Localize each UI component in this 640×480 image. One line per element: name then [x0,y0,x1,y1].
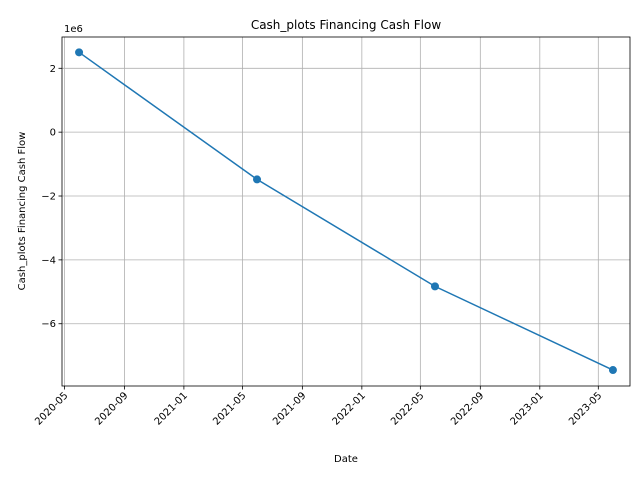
x-tick-label: 2023-05 [567,390,604,427]
series-line [78,51,614,371]
y-tick-label: 2 [50,64,56,75]
y-tick-label: −2 [41,192,56,203]
x-tick-label: 2021-09 [271,390,308,427]
x-tick-label: 2022-05 [389,390,426,427]
y-tick-label: −6 [41,319,56,330]
data-point [253,175,262,184]
y-tick-label: −4 [41,255,56,266]
x-axis-label: Date [334,454,358,465]
chart-title: Cash_plots Financing Cash Flow [251,18,442,32]
x-tick-label: 2022-09 [449,390,486,427]
x-tick-label: 2021-01 [153,390,190,427]
x-tick-label: 2020-05 [33,390,70,427]
y-axis-label: Cash_plots Financing Cash Flow [17,132,28,291]
data-point [430,282,439,291]
y-tick-label: 0 [50,128,56,139]
x-tick-label: 2021-05 [211,390,248,427]
plot-frame [61,36,631,387]
axis-ticks: 2020-05 2020-09 2021-01 2021-05 2021-09 2022-… [33,64,604,428]
x-tick-label: 2022-01 [331,390,368,427]
data-point [608,366,617,375]
x-tick-label: 2023-01 [509,390,546,427]
x-tick-label: 2020-09 [93,390,130,427]
series-layer [75,48,617,375]
data-point [75,48,84,57]
y-axis-offset-label: 1e6 [64,24,83,35]
grid-lines [62,37,630,386]
